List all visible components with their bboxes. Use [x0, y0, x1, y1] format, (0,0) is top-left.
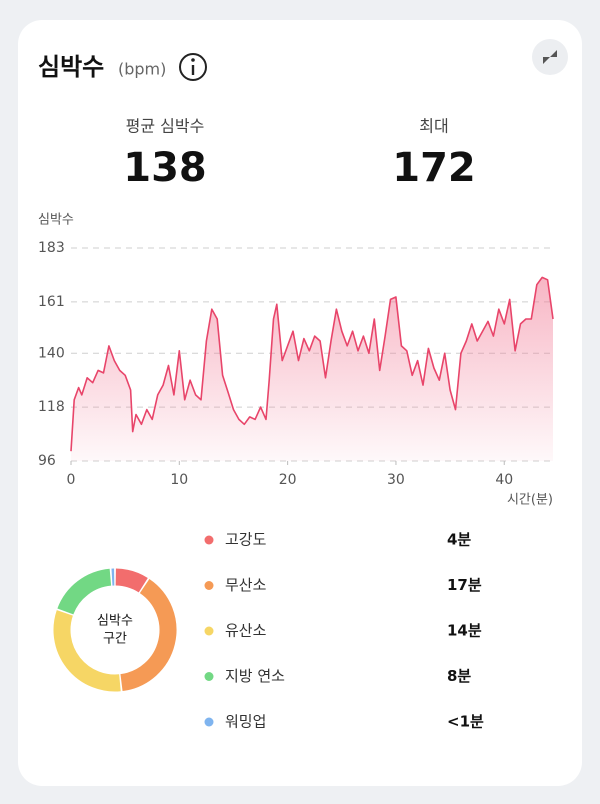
donut-segment [57, 568, 112, 615]
info-button[interactable] [179, 53, 207, 81]
x-tick-label: 10 [170, 472, 188, 488]
y-tick-label: 140 [38, 345, 65, 361]
unit: (bpm) [118, 60, 166, 79]
x-tick-label: 40 [495, 472, 513, 488]
legend-label: 지방 연소 [225, 667, 285, 685]
y-tick-label: 161 [38, 294, 65, 310]
value-label: 4분 [447, 531, 471, 549]
title: 심박수 [38, 53, 104, 81]
donut-segment [53, 610, 121, 692]
y-axis-label: 심박수 [38, 213, 74, 228]
value-label: 14분 [447, 622, 482, 640]
stat-label: 최대 [419, 117, 448, 136]
stat-label: 평균 심박수 [126, 117, 205, 136]
legend-dot [204, 581, 214, 590]
legend-label: 유산소 [225, 622, 267, 640]
x-tick-label: 30 [387, 472, 405, 488]
legend-dot [204, 717, 214, 727]
legend-label: 고강도 [225, 531, 267, 549]
area-fill [71, 277, 553, 461]
expand-button[interactable] [532, 39, 568, 75]
y-tick-label: 183 [38, 240, 65, 256]
y-tick-label: 118 [38, 399, 65, 415]
legend-label: 무산소 [225, 576, 267, 594]
y-tick-label: 96 [38, 453, 56, 469]
x-tick-label: 20 [279, 472, 297, 488]
donut-segment [115, 568, 148, 593]
x-tick-label: 0 [67, 472, 76, 488]
value-label: <1분 [447, 713, 484, 731]
legend-label: 워밍업 [225, 713, 266, 731]
stat-value: 172 [392, 145, 476, 191]
stat-value: 138 [123, 145, 207, 191]
legend-dot [204, 535, 214, 545]
legend-dot [204, 626, 214, 636]
x-axis-label: 시간(분) [507, 493, 553, 508]
donut-center-label: 심박수 [97, 614, 133, 629]
legend-dot [204, 672, 214, 681]
donut-segment [120, 578, 177, 692]
donut-center-label: 구간 [103, 632, 127, 647]
line [70, 276, 554, 452]
value-label: 8분 [447, 667, 471, 685]
value-label: 17분 [447, 576, 482, 594]
